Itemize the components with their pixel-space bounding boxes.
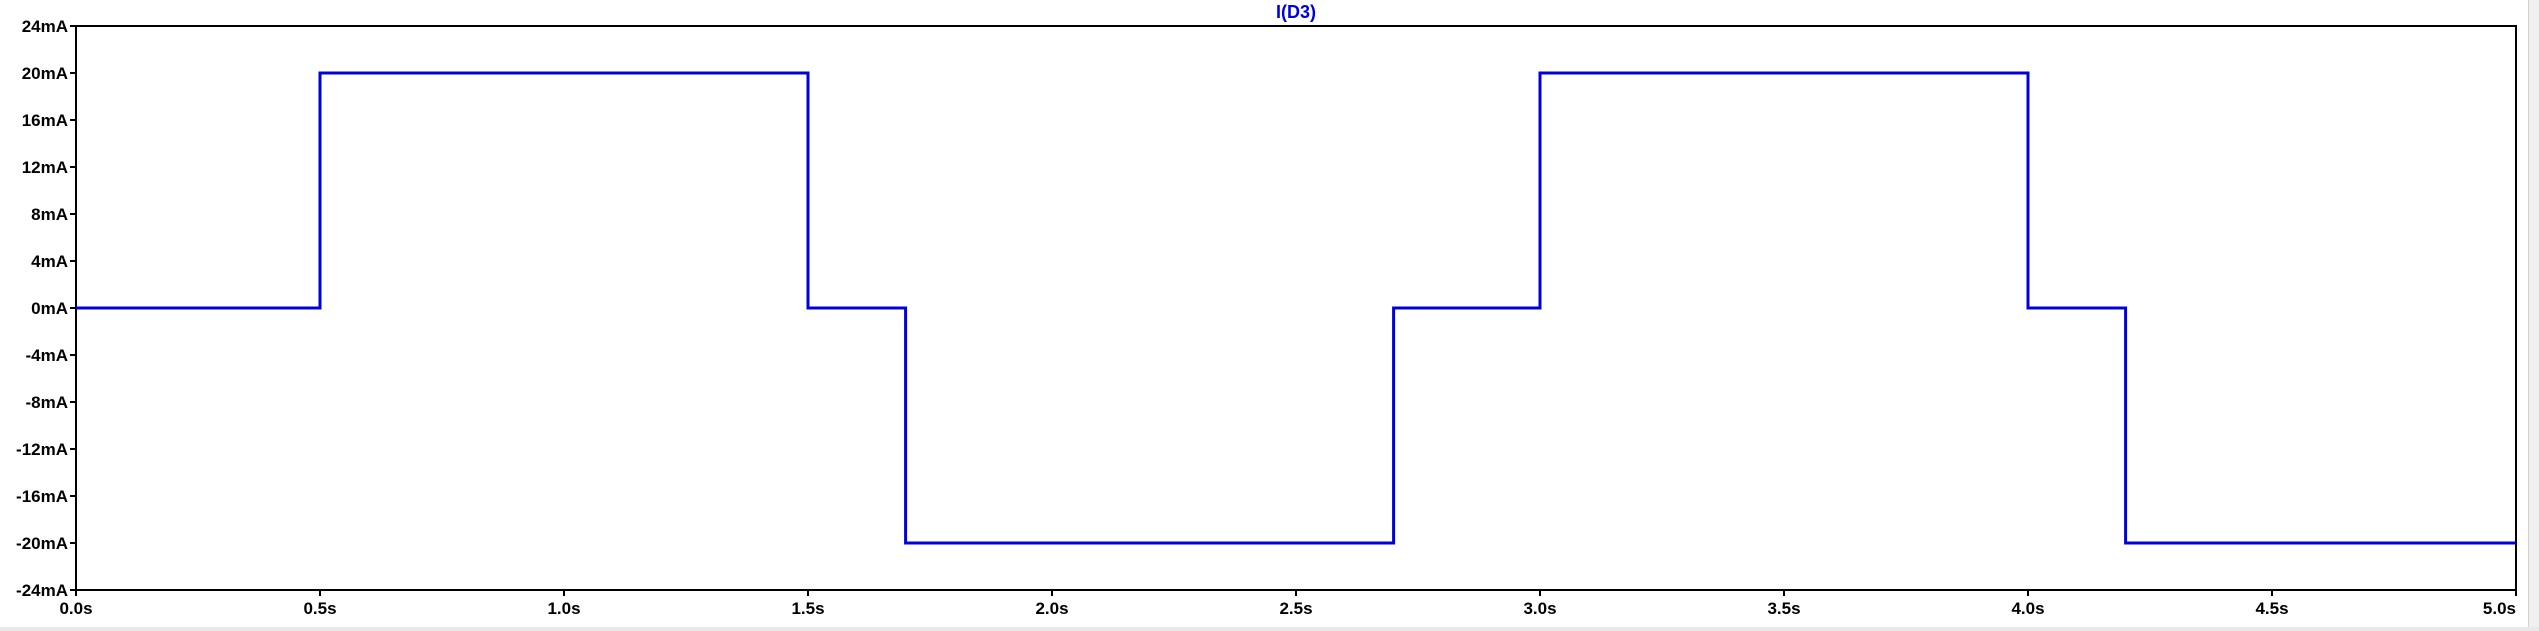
y-tick-label: -4mA	[25, 346, 68, 365]
x-tick-label: 3.0s	[1523, 599, 1556, 618]
y-tick-label: 20mA	[22, 64, 68, 83]
x-tick-label: 3.5s	[1767, 599, 1800, 618]
y-tick-label: 16mA	[22, 111, 68, 130]
x-tick-label: 5.0s	[2483, 599, 2516, 618]
y-tick-label: -16mA	[16, 487, 68, 506]
x-tick-label: 4.0s	[2011, 599, 2044, 618]
y-tick-label: 4mA	[31, 252, 68, 271]
y-axis: 24mA 20mA 16mA 12mA 8mA 4mA 0mA -4mA -8mA -12mA -1…	[16, 17, 76, 600]
x-tick-label: 1.0s	[547, 599, 580, 618]
y-tick-label: 8mA	[31, 205, 68, 224]
y-tick-label: -20mA	[16, 534, 68, 553]
plot-frame[interactable]	[75, 25, 2517, 591]
y-tick-label: 12mA	[22, 158, 68, 177]
x-tick-label: 1.5s	[791, 599, 824, 618]
x-axis: 0.0s 0.5s 1.0s 1.5s 2.0s 2.5s 3.0s 3.5s 4.0s 4.5s…	[59, 590, 2517, 618]
y-tick-label: 24mA	[22, 17, 68, 36]
x-tick-label: 4.5s	[2255, 599, 2288, 618]
right-edge-scrollbar[interactable]	[2528, 0, 2539, 631]
y-tick-label: -8mA	[25, 393, 68, 412]
x-tick-label: 2.0s	[1035, 599, 1068, 618]
trace-title[interactable]: I(D3)	[1276, 2, 1316, 22]
x-tick-label: 2.5s	[1279, 599, 1312, 618]
series-group	[76, 71, 2516, 545]
bottom-status-strip	[0, 627, 2539, 631]
series-line-i-d3[interactable]	[76, 71, 2516, 545]
x-tick-label: 0.0s	[59, 599, 92, 618]
y-tick-label: -24mA	[16, 581, 68, 600]
x-tick-label: 0.5s	[303, 599, 336, 618]
y-tick-label: -12mA	[16, 440, 68, 459]
y-tick-label: 0mA	[31, 299, 68, 318]
